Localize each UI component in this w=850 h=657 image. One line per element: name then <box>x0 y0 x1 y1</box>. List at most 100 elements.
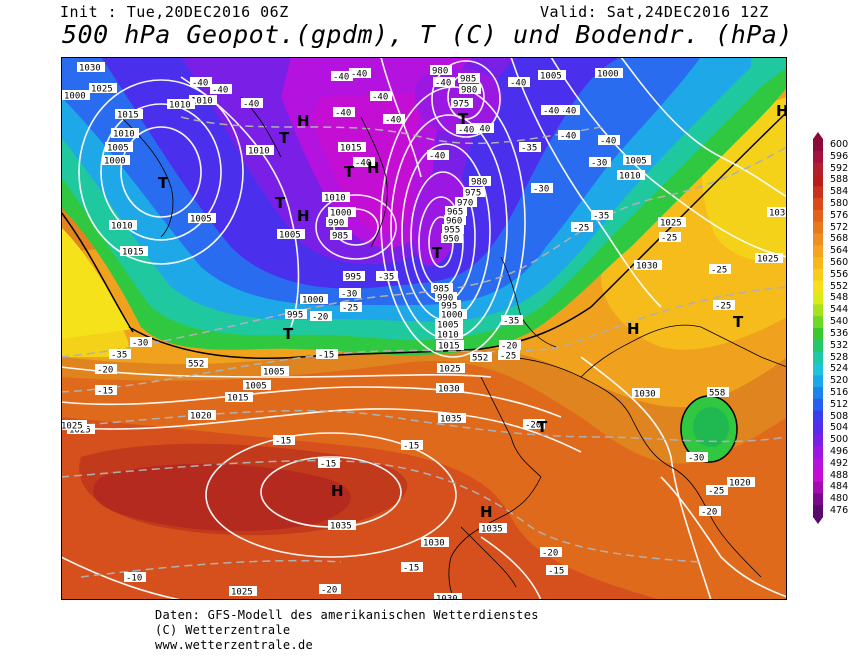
pressure-label: 1020 <box>727 477 755 489</box>
temperature-label-box <box>706 485 728 495</box>
pressure-label: 1010 <box>189 95 217 107</box>
temperature-label: -40 <box>349 68 371 80</box>
temperature-label-box <box>472 123 494 133</box>
weather-map: 1030 1025 1015 1010 1005 1000 1010 1015 1005 1010… <box>61 57 787 600</box>
temperature-label: -35 <box>519 142 541 154</box>
temperature-label-text: -20 <box>312 313 328 323</box>
legend-value: 524 <box>830 363 849 375</box>
pressure-label-box <box>62 90 90 100</box>
temperature-label-box <box>558 105 580 115</box>
temperature-label-box <box>589 157 611 167</box>
temperature-label-box <box>130 337 152 347</box>
legend-swatch <box>813 446 823 459</box>
temperature-label-text: -15 <box>97 387 113 397</box>
temperature-label: -40 <box>427 150 449 162</box>
legend-swatch <box>813 174 823 187</box>
legend-swatch <box>813 150 823 164</box>
pressure-label-box <box>459 84 481 94</box>
temperature-label-text: -35 <box>521 144 537 154</box>
temperature-label: -10 <box>124 572 146 584</box>
pressure-label-box <box>617 170 645 180</box>
pressure-label-box <box>61 420 87 430</box>
temperature-label-text: -40 <box>510 79 526 89</box>
legend-swatch <box>813 209 823 223</box>
legend-swatch <box>813 328 823 341</box>
pressure-label-text: 1020 <box>729 479 751 489</box>
temperature-label-box <box>316 349 338 359</box>
pressure-label: 950 <box>441 233 463 245</box>
footer-url: www.wetterzentrale.de <box>155 638 314 652</box>
pressure-label-text: 1010 <box>248 147 270 157</box>
legend-swatch <box>813 387 823 400</box>
temperature-label-box <box>546 565 568 575</box>
pressure-label-text: 1005 <box>540 72 562 82</box>
pressure-label: 980 <box>459 84 481 96</box>
pressure-label: 1030 <box>421 537 449 549</box>
pressure-label: 1010 <box>322 192 350 204</box>
pressure-label-text: 1015 <box>227 394 249 404</box>
pressure-label: 1010 <box>435 329 463 341</box>
legend-value: 488 <box>830 469 849 481</box>
temperature-label-text: -40 <box>333 73 349 83</box>
valid-time: Valid: Sat,24DEC2016 12Z <box>540 3 769 21</box>
pressure-label-box <box>444 215 466 225</box>
pressure-label-text: 1000 <box>64 92 86 102</box>
pressure-label-text: 985 <box>460 75 476 85</box>
temperature-label-text: -35 <box>111 351 127 361</box>
legend-swatch <box>813 304 823 317</box>
legend-value: 504 <box>830 422 849 434</box>
pressure-label-box <box>469 176 491 186</box>
pressure-label-box <box>189 95 217 105</box>
temperature-label-text: -20 <box>542 549 558 559</box>
legend-swatch <box>813 422 823 435</box>
pressure-label: 1015 <box>115 109 143 121</box>
legend-swatch <box>813 410 823 423</box>
pressure-label-text: 1020 <box>190 412 212 422</box>
pressure-label-text: 1025 <box>439 365 461 375</box>
temperature-label: -20 <box>499 340 521 352</box>
temperature-label: -40 <box>331 71 353 83</box>
pressure-label: 960 <box>444 215 466 227</box>
pressure-label: 1005 <box>277 229 305 241</box>
pressure-label-box <box>285 309 307 319</box>
temperature-label-box <box>598 135 620 145</box>
legend-swatch <box>813 481 823 494</box>
pressure-label-text: 955 <box>444 226 460 236</box>
legend-swatch <box>813 233 823 246</box>
pressure-label: 1030 <box>77 62 105 74</box>
temperature-label-text: -40 <box>600 137 616 147</box>
pressure-label-box <box>328 520 356 530</box>
pressure-label: 1025 <box>658 217 686 229</box>
pressure-label: 1025 <box>755 253 783 265</box>
temperature-label: -40 <box>456 124 478 136</box>
pressure-label-text: 980 <box>432 67 448 77</box>
temperature-label: -40 <box>433 77 455 89</box>
legend-swatch <box>813 245 823 258</box>
temperature-label: -40 <box>190 77 212 89</box>
legend-value: 552 <box>830 280 849 292</box>
temperature-label-text: -15 <box>403 564 419 574</box>
temperature-label-box <box>339 288 361 298</box>
pressure-label-text: 1035 <box>440 415 462 425</box>
pressure-label: 1025 <box>229 586 257 598</box>
temperature-label: -40 <box>558 130 580 142</box>
temperature-label: -40 <box>210 84 232 96</box>
pressure-label-text: 1010 <box>437 331 459 341</box>
legend-top-arrow <box>813 132 823 139</box>
pressure-label-text: 1030 <box>423 539 445 549</box>
temperature-label-box <box>659 232 681 242</box>
height-label-box <box>707 387 729 397</box>
temperature-label-text: -40 <box>429 152 445 162</box>
high-pressure-marker: H <box>480 503 493 521</box>
pressure-label: 995 <box>285 309 307 321</box>
low-pressure-marker: T <box>458 110 469 128</box>
legend-value: 512 <box>830 398 849 410</box>
pressure-label-box <box>479 523 507 533</box>
pressure-label: 1000 <box>62 90 90 102</box>
pressure-label-text: 1030 <box>769 209 787 219</box>
pressure-label-box <box>634 260 662 270</box>
pressure-label-text: 1000 <box>104 157 126 167</box>
pressure-label: 1000 <box>102 155 130 167</box>
high-pressure-marker: H <box>627 320 640 338</box>
low-pressure-marker: T <box>733 313 744 331</box>
